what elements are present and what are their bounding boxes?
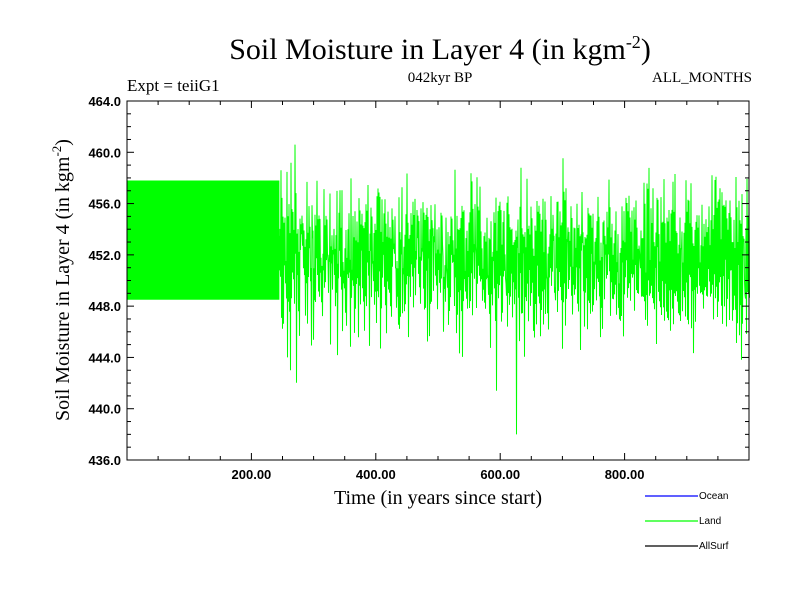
y-tick-label: 464.0 (88, 94, 121, 109)
legend: Ocean Land AllSurf (645, 491, 729, 552)
y-tick-label: 460.0 (88, 145, 121, 160)
chart-title: Soil Moisture in Layer 4 (in kgm-2) (229, 32, 651, 66)
period-label: 042kyr BP (407, 70, 473, 86)
axes: 436.0 440.0 444.0 448.0 452.0 456.0 460.0 464.0… (88, 94, 749, 482)
y-tick-label: 448.0 (88, 299, 121, 314)
y-tick-label: 440.0 (88, 402, 121, 417)
x-tick-label: 800.00 (605, 467, 645, 482)
legend-label-land: Land (699, 516, 721, 527)
x-tick-label: 200.00 (232, 467, 272, 482)
land-series-seasonal-band (127, 180, 280, 300)
y-tick-label: 452.0 (88, 248, 121, 263)
plot-data (127, 144, 750, 435)
months-label: ALL_MONTHS (652, 70, 752, 86)
y-tick-label: 444.0 (88, 350, 121, 365)
legend-label-allsurf: AllSurf (699, 541, 729, 552)
legend-label-ocean: Ocean (699, 491, 728, 502)
experiment-label: Expt = teiiG1 (127, 76, 220, 95)
land-series-line (278, 144, 750, 435)
x-tick-label: 600.00 (480, 467, 520, 482)
y-axis-title: Soil Moisture in Layer 4 (in kgm-2) (49, 139, 74, 421)
y-tick-label: 456.0 (88, 197, 121, 212)
y-tick-label: 436.0 (88, 453, 121, 468)
x-tick-label: 400.00 (356, 467, 396, 482)
x-axis-title: Time (in years since start) (334, 487, 542, 509)
